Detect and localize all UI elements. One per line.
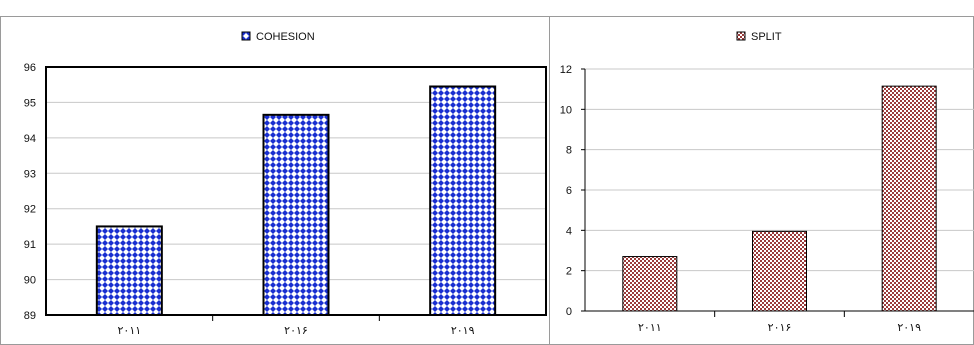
y-tick-label: 4 (566, 225, 572, 237)
y-tick-label: 93 (24, 168, 36, 180)
split-bar (881, 85, 937, 312)
split-legend-swatch (736, 31, 746, 41)
y-tick-label: 2 (566, 266, 572, 278)
cohesion-bar (429, 85, 497, 316)
x-tick-label: ۲۰۱۱ (118, 325, 142, 337)
x-tick-label: ۲۰۱۹ (451, 325, 475, 337)
split-bar (622, 256, 678, 312)
y-tick-label: 92 (24, 204, 36, 216)
y-tick-label: 6 (566, 185, 572, 197)
y-tick-label: 8 (566, 145, 572, 157)
cohesion-bar (95, 225, 163, 316)
x-tick-label: ۲۰۱۶ (284, 325, 308, 337)
y-tick-label: 89 (24, 310, 36, 322)
cohesion-legend-label: COHESION (256, 31, 315, 43)
y-tick-label: 94 (24, 133, 36, 145)
split-bar (752, 230, 807, 312)
y-tick-label: 10 (560, 104, 572, 116)
split-legend-label: SPLIT (751, 31, 782, 43)
cohesion-chart: COHESION 89 90 91 92 93 94 95 96 ۲۰۱۱ ۲۰۱۶ ۲۰۱۹ (24, 31, 547, 337)
y-tick-label: 95 (24, 97, 36, 109)
y-tick-label: 96 (24, 62, 36, 74)
cohesion-bar (262, 113, 330, 317)
y-tick-label: 0 (566, 306, 572, 318)
cohesion-legend-swatch (241, 31, 251, 41)
x-tick-label: ۲۰۱۱ (638, 322, 662, 334)
cohesion-plot-area (45, 66, 547, 316)
y-tick-label: 91 (24, 239, 36, 251)
y-tick-label: 12 (560, 64, 572, 76)
x-tick-label: ۲۰۱۶ (768, 322, 792, 334)
y-tick-label: 90 (24, 275, 36, 287)
x-tick-label: ۲۰۱۹ (897, 322, 921, 334)
split-chart: SPLIT 0 2 4 6 8 10 12 ۲۰۱۱ ۲۰۱۶ ۲۰۱۹ (560, 31, 974, 334)
